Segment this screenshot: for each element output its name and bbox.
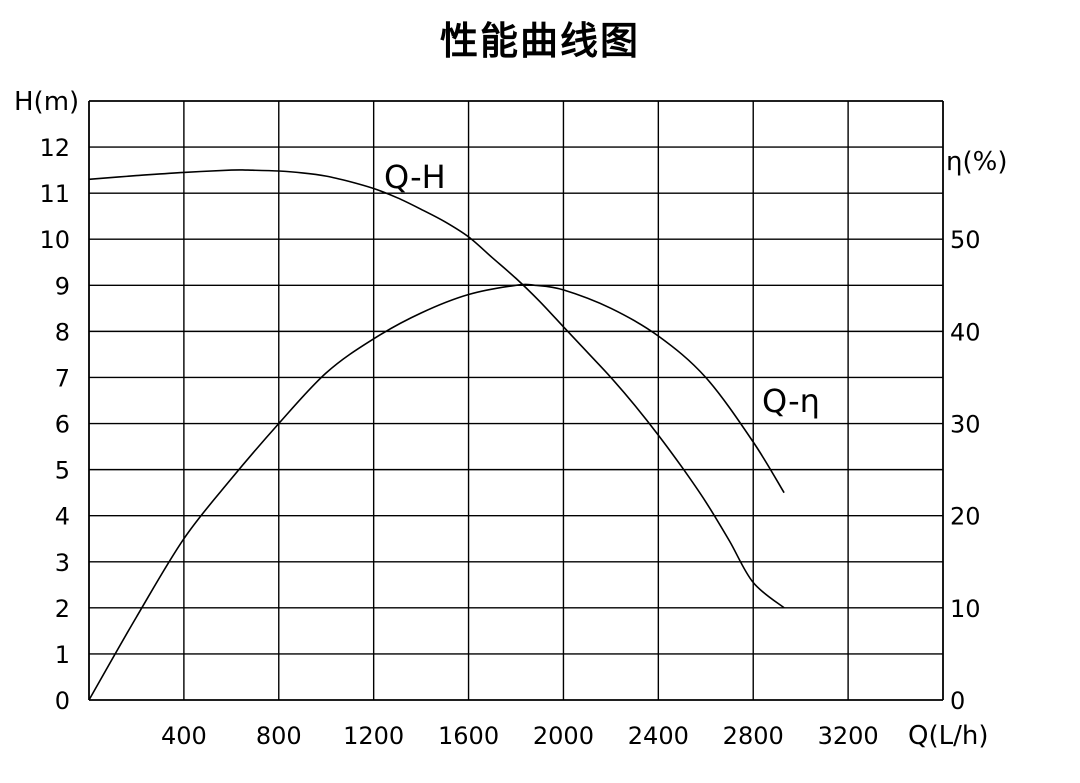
y-left-tick-label: 9 bbox=[55, 272, 70, 300]
y-left-tick-label: 5 bbox=[55, 457, 70, 485]
y-right-tick-label: 20 bbox=[950, 503, 981, 531]
y-right-tick-label: 50 bbox=[950, 226, 981, 254]
series-line-q-eta bbox=[88, 283, 785, 701]
y-left-tick-label: 8 bbox=[55, 318, 70, 346]
x-axis-title: Q(L/h) bbox=[908, 721, 988, 751]
x-tick-label: 2000 bbox=[533, 722, 594, 750]
y-right-tick-label: 0 bbox=[950, 687, 965, 715]
x-tick-label: 3200 bbox=[818, 722, 879, 750]
y-left-tick-label: 4 bbox=[55, 503, 70, 531]
series-line-q-h bbox=[88, 169, 785, 609]
grid bbox=[88, 100, 944, 701]
x-tick-label: 800 bbox=[256, 722, 302, 750]
y-right-tick-label: 10 bbox=[950, 595, 981, 623]
x-tick-label: 1600 bbox=[438, 722, 499, 750]
y-left-tick-label: 11 bbox=[39, 180, 70, 208]
axis-labels: H(m) η(%) Q(L/h) bbox=[14, 87, 1007, 751]
y-left-tick-label: 2 bbox=[55, 595, 70, 623]
series-label-q-eta: Q-η bbox=[762, 382, 820, 420]
y-left-tick-label: 6 bbox=[55, 411, 70, 439]
x-tick-label: 2400 bbox=[628, 722, 689, 750]
y-left-tick-label: 3 bbox=[55, 549, 70, 577]
y-axis-left-title: H(m) bbox=[14, 87, 79, 117]
tick-labels: 400 800 1200 1600 2000 2400 2800 32000123456789… bbox=[39, 134, 980, 750]
series-label-q-h: Q-H bbox=[384, 158, 446, 196]
y-right-tick-label: 40 bbox=[950, 318, 981, 346]
y-left-tick-label: 1 bbox=[55, 641, 70, 669]
x-tick-label: 2800 bbox=[723, 722, 784, 750]
x-tick-label: 400 bbox=[161, 722, 207, 750]
y-left-tick-label: 12 bbox=[39, 134, 70, 162]
y-left-tick-label: 0 bbox=[55, 687, 70, 715]
curves: Q-H Q-η bbox=[88, 158, 820, 701]
y-left-tick-label: 7 bbox=[55, 364, 70, 392]
y-axis-right-title: η(%) bbox=[946, 147, 1007, 177]
y-left-tick-label: 10 bbox=[39, 226, 70, 254]
y-right-tick-label: 30 bbox=[950, 411, 981, 439]
chart-title: 性能曲线图 bbox=[439, 19, 640, 63]
x-tick-label: 1200 bbox=[343, 722, 404, 750]
